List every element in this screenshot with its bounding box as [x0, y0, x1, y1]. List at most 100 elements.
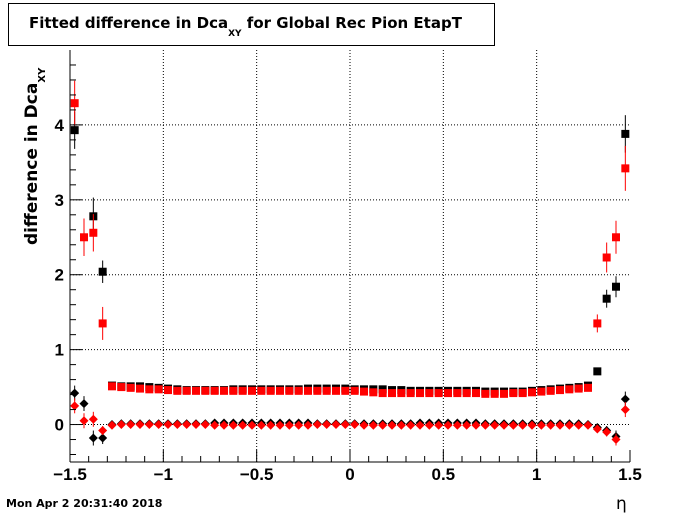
- data-point-diamond: [592, 424, 602, 434]
- data-point-diamond: [508, 420, 518, 430]
- data-point-square: [621, 164, 630, 173]
- y-tick-label: 4: [55, 116, 65, 135]
- data-point-diamond: [79, 416, 89, 426]
- data-point-diamond: [294, 420, 304, 430]
- data-point-square: [164, 386, 172, 395]
- data-point-diamond: [228, 420, 238, 430]
- data-point-square: [117, 383, 126, 392]
- data-point-diamond: [135, 420, 145, 430]
- series-1: [70, 80, 630, 398]
- data-point-square: [285, 386, 294, 395]
- data-point-square: [453, 389, 462, 398]
- grid: [70, 50, 630, 462]
- x-tick-label: 0: [345, 465, 354, 484]
- data-point-square: [425, 389, 434, 398]
- data-point-diamond: [564, 420, 574, 430]
- data-point-diamond: [574, 420, 584, 430]
- data-point-square: [70, 99, 79, 108]
- data-point-square: [462, 389, 471, 398]
- x-tick-label: −1: [154, 465, 173, 484]
- data-point-diamond: [107, 420, 117, 430]
- data-point-diamond: [88, 414, 98, 424]
- data-point-diamond: [499, 420, 509, 430]
- data-point-diamond: [144, 420, 154, 430]
- data-point-diamond: [368, 420, 378, 430]
- data-point-diamond: [611, 435, 621, 445]
- data-point-square: [509, 389, 518, 398]
- data-point-square: [322, 386, 331, 395]
- data-point-diamond: [126, 420, 136, 430]
- data-point-square: [472, 389, 480, 398]
- x-tick-label: 1.5: [618, 465, 642, 484]
- data-point-diamond: [434, 420, 444, 430]
- series-3: [70, 398, 630, 446]
- data-point-diamond: [154, 420, 164, 430]
- data-point-diamond: [266, 420, 276, 430]
- data-point-square: [584, 383, 592, 392]
- data-point-square: [528, 388, 536, 397]
- data-point-diamond: [256, 420, 266, 430]
- data-point-diamond: [462, 420, 472, 430]
- data-point-diamond: [238, 420, 248, 430]
- data-point-square: [145, 385, 154, 394]
- y-tick-label: 3: [55, 191, 64, 210]
- data-point-diamond: [527, 420, 537, 430]
- data-point-square: [537, 387, 546, 396]
- data-point-diamond: [98, 426, 108, 436]
- data-point-diamond: [172, 420, 182, 430]
- data-point-square: [98, 267, 107, 276]
- data-point-square: [397, 389, 406, 398]
- data-point-square: [313, 386, 322, 395]
- data-point-diamond: [275, 420, 285, 430]
- axes: −1.5 −1 −0.5 0 0.5 1 1.5 0 1 2 3 4: [53, 50, 642, 484]
- data-point-diamond: [284, 420, 294, 430]
- data-point-diamond: [350, 420, 360, 430]
- data-point-square: [602, 294, 611, 303]
- data-point-diamond: [359, 420, 369, 430]
- data-point-square: [593, 319, 602, 328]
- x-tick-label: 0.5: [432, 465, 456, 484]
- x-tick-label: −1.5: [53, 465, 87, 484]
- data-point-square: [518, 389, 527, 398]
- data-point-square: [500, 389, 508, 398]
- data-point-diamond: [116, 420, 126, 430]
- x-tick-label: −0.5: [240, 465, 274, 484]
- data-point-square: [229, 386, 238, 395]
- data-point-square: [136, 384, 144, 393]
- data-point-diamond: [219, 420, 229, 430]
- data-point-square: [332, 386, 340, 395]
- data-point-square: [201, 386, 210, 395]
- data-point-square: [238, 386, 247, 395]
- data-point-square: [266, 386, 275, 395]
- data-point-diamond: [518, 420, 528, 430]
- data-point-diamond: [452, 420, 462, 430]
- data-point-square: [481, 389, 490, 398]
- data-point-square: [546, 386, 555, 395]
- data-point-diamond: [396, 420, 406, 430]
- chart-title-subscript: XY: [228, 29, 242, 39]
- data-point-diamond: [79, 399, 89, 409]
- data-point-diamond: [583, 420, 593, 430]
- data-point-diamond: [406, 420, 416, 430]
- data-point-square: [621, 129, 630, 138]
- chart-title-box: Fitted difference in DcaXY for Global Re…: [8, 3, 495, 46]
- chart-title: Fitted difference in DcaXY for Global Re…: [29, 14, 462, 39]
- data-point-square: [490, 389, 499, 398]
- data-point-diamond: [536, 420, 546, 430]
- data-point-square: [182, 386, 191, 395]
- data-point-diamond: [191, 420, 201, 430]
- x-axis-label: η: [616, 494, 627, 514]
- data-point-diamond: [480, 420, 490, 430]
- y-tick-label: 0: [55, 416, 64, 435]
- data-point-square: [126, 383, 135, 392]
- data-point-square: [574, 384, 583, 393]
- data-point-square: [248, 386, 256, 395]
- data-point-diamond: [70, 401, 80, 411]
- data-point-square: [369, 388, 378, 397]
- data-point-diamond: [555, 420, 565, 430]
- x-tick-label: 1: [532, 465, 541, 484]
- data-point-diamond: [602, 427, 612, 437]
- data-point-square: [444, 389, 452, 398]
- y-tick-label: 2: [55, 266, 64, 285]
